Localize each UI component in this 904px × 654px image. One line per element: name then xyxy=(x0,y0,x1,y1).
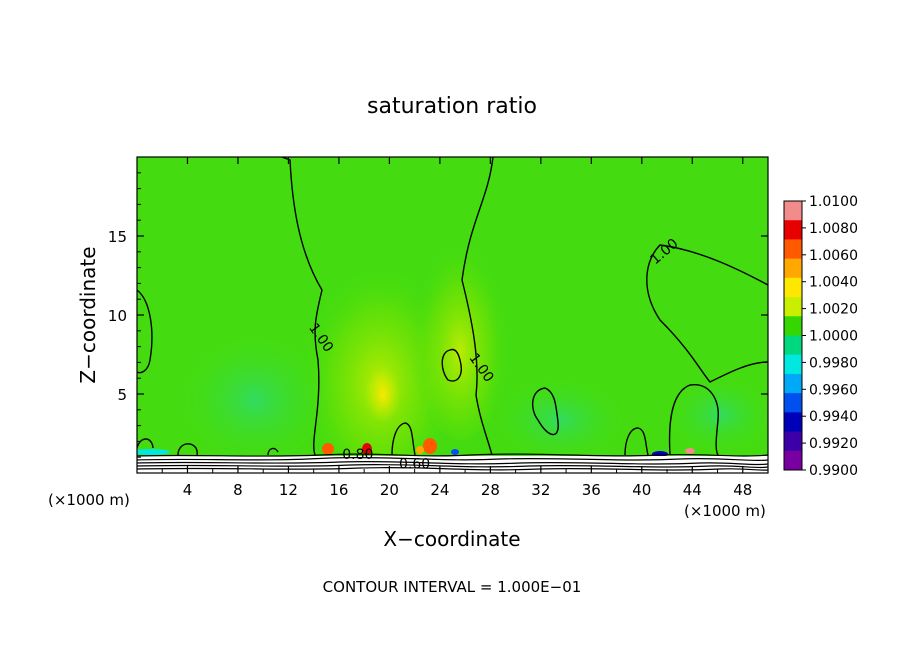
y-tick-label: 5 xyxy=(117,386,127,404)
colorbar-label: 1.0000 xyxy=(809,329,858,345)
colorbar-label: 0.9920 xyxy=(809,436,858,452)
x-axis-unit-left: (×1000 m) xyxy=(48,491,130,509)
colorbar-label: 0.9960 xyxy=(809,382,858,398)
x-tick-label: 20 xyxy=(380,481,399,499)
x-axis-ticks: 4 8 12 16 20 24 28 32 36 40 44 48 xyxy=(161,157,752,499)
colorbar-swatch xyxy=(784,393,802,413)
colorbar-swatch xyxy=(784,277,802,298)
colorbar-label: 1.0020 xyxy=(809,302,858,318)
y-tick-label: 15 xyxy=(108,228,127,246)
x-axis-label: X−coordinate xyxy=(383,527,520,551)
field-shading xyxy=(175,220,768,473)
x-tick-label: 48 xyxy=(733,481,752,499)
x-tick-label: 40 xyxy=(632,481,651,499)
x-tick-label: 28 xyxy=(481,481,500,499)
colorbar-swatch xyxy=(784,239,802,260)
colorbar-swatch xyxy=(784,450,802,471)
x-tick-label: 8 xyxy=(233,481,243,499)
plot-area: 1.001.001.000.800.60 xyxy=(137,157,768,473)
x-tick-label: 44 xyxy=(683,481,702,499)
colorbar: 1.0100 1.0080 1.0060 1.0040 1.0020 1.0000 0.99… xyxy=(783,194,858,479)
colorbar-swatch xyxy=(784,412,802,433)
contour-lines xyxy=(137,157,768,456)
y-axis-ticks: 5 10 15 xyxy=(108,172,768,458)
contour-label: 0.60 xyxy=(399,456,430,472)
contour-interval-note: CONTOUR INTERVAL = 1.000E−01 xyxy=(323,578,582,596)
colorbar-swatch xyxy=(784,335,802,356)
colorbar-swatch xyxy=(784,258,802,279)
contour-label: 0.80 xyxy=(342,447,373,463)
colorbar-label: 0.9900 xyxy=(809,463,858,479)
colorbar-label: 1.0040 xyxy=(809,275,858,291)
colorbar-label: 0.9940 xyxy=(809,409,858,425)
colorbar-swatch xyxy=(784,201,802,221)
x-tick-label: 32 xyxy=(531,481,550,499)
chart-title: saturation ratio xyxy=(367,94,537,119)
x-tick-label: 16 xyxy=(329,481,348,499)
y-axis-label: Z−coordinate xyxy=(76,246,100,383)
surface-spots xyxy=(137,438,695,457)
y-tick-label: 10 xyxy=(108,307,127,325)
colorbar-swatch xyxy=(784,431,802,452)
colorbar-swatch xyxy=(784,354,802,375)
colorbar-label: 0.9980 xyxy=(809,355,858,371)
x-tick-label: 12 xyxy=(279,481,298,499)
x-tick-label: 4 xyxy=(183,481,193,499)
colorbar-swatch xyxy=(784,297,802,317)
x-tick-label: 24 xyxy=(430,481,449,499)
colorbar-label: 1.0060 xyxy=(809,248,858,264)
x-axis-unit-right: (×1000 m) xyxy=(684,502,766,520)
x-tick-label: 36 xyxy=(582,481,601,499)
colorbar-label: 1.0100 xyxy=(809,194,858,210)
colorbar-swatch xyxy=(784,220,802,240)
colorbar-swatch xyxy=(784,316,802,336)
colorbar-swatch xyxy=(784,373,802,394)
terrain xyxy=(137,453,768,473)
colorbar-label: 1.0080 xyxy=(809,221,858,237)
